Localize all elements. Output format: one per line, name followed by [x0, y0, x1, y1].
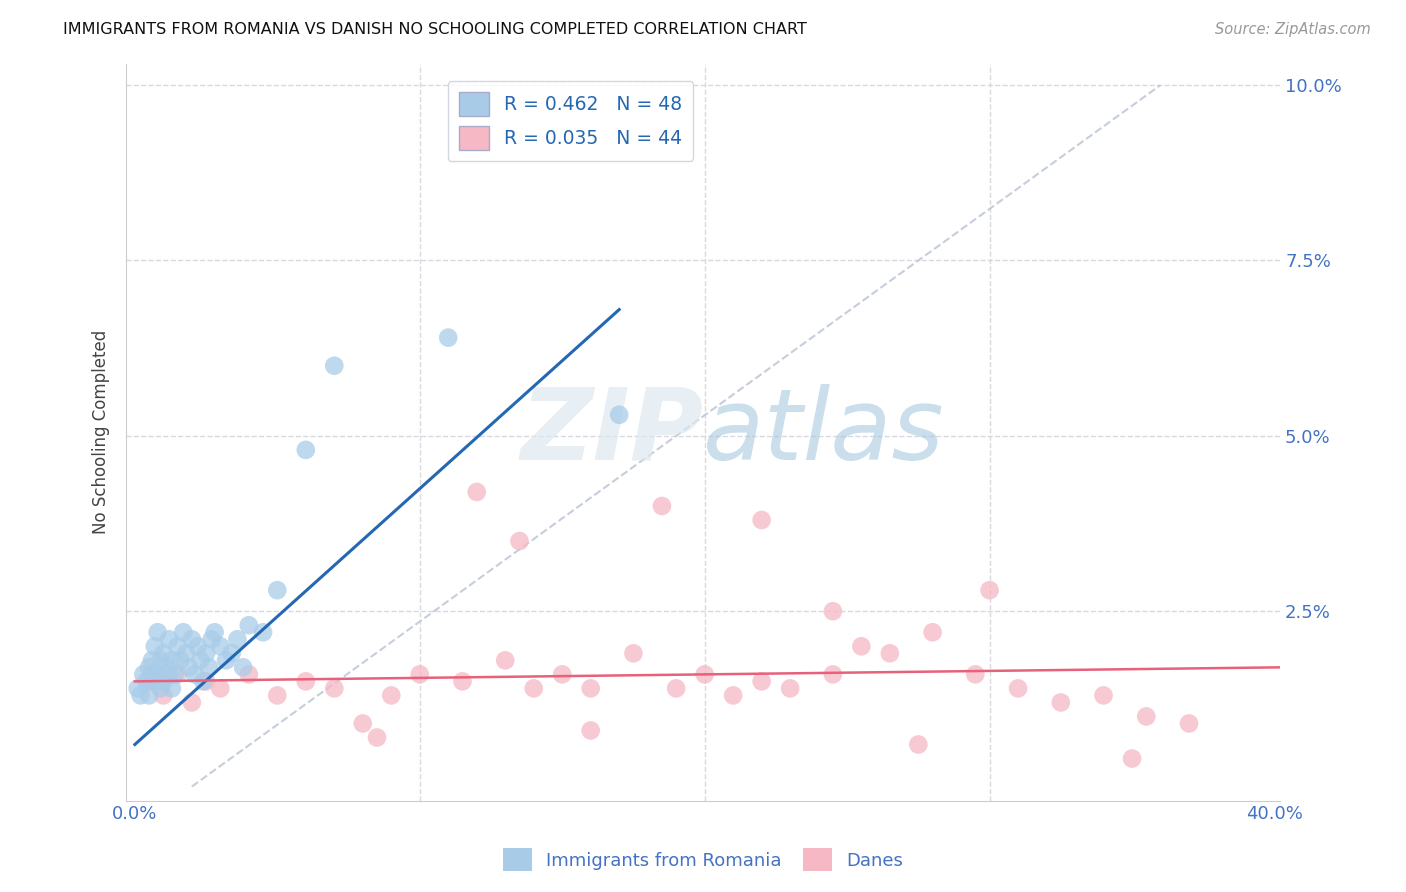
Point	[183, 667, 205, 681]
Point	[166, 640, 188, 654]
Point	[149, 653, 172, 667]
Point	[138, 674, 160, 689]
Point	[366, 731, 388, 745]
Point	[152, 674, 174, 689]
Point	[143, 674, 166, 689]
Point	[152, 689, 174, 703]
Point	[138, 660, 160, 674]
Point	[198, 660, 221, 674]
Point	[129, 689, 152, 703]
Point	[195, 674, 218, 689]
Point	[907, 738, 929, 752]
Point	[437, 331, 460, 345]
Point	[1121, 751, 1143, 765]
Point	[579, 681, 602, 696]
Point	[226, 632, 249, 647]
Point	[921, 625, 943, 640]
Point	[1178, 716, 1201, 731]
Point	[169, 653, 191, 667]
Point	[821, 667, 844, 681]
Point	[209, 640, 232, 654]
Point	[177, 660, 200, 674]
Point	[693, 667, 716, 681]
Y-axis label: No Schooling Completed: No Schooling Completed	[93, 330, 110, 534]
Point	[779, 681, 801, 696]
Point	[135, 674, 157, 689]
Point	[579, 723, 602, 738]
Point	[155, 660, 177, 674]
Point	[163, 667, 186, 681]
Text: Source: ZipAtlas.com: Source: ZipAtlas.com	[1215, 22, 1371, 37]
Point	[215, 653, 238, 667]
Point	[201, 632, 224, 647]
Point	[380, 689, 402, 703]
Point	[166, 667, 188, 681]
Point	[508, 534, 530, 549]
Point	[238, 667, 260, 681]
Point	[204, 625, 226, 640]
Point	[232, 660, 254, 674]
Point	[1092, 689, 1115, 703]
Point	[186, 640, 208, 654]
Point	[751, 513, 773, 527]
Point	[152, 646, 174, 660]
Text: IMMIGRANTS FROM ROMANIA VS DANISH NO SCHOOLING COMPLETED CORRELATION CHART: IMMIGRANTS FROM ROMANIA VS DANISH NO SCH…	[63, 22, 807, 37]
Point	[157, 667, 180, 681]
Point	[160, 681, 183, 696]
Legend: R = 0.462   N = 48, R = 0.035   N = 44: R = 0.462 N = 48, R = 0.035 N = 44	[447, 81, 693, 161]
Point	[132, 667, 155, 681]
Point	[879, 646, 901, 660]
Point	[352, 716, 374, 731]
Point	[221, 646, 243, 660]
Point	[851, 640, 873, 654]
Point	[195, 646, 218, 660]
Point	[323, 681, 346, 696]
Point	[180, 632, 202, 647]
Point	[209, 681, 232, 696]
Point	[266, 689, 288, 703]
Point	[551, 667, 574, 681]
Point	[141, 667, 163, 681]
Point	[160, 653, 183, 667]
Point	[157, 632, 180, 647]
Point	[665, 681, 688, 696]
Point	[127, 681, 149, 696]
Point	[965, 667, 987, 681]
Point	[465, 485, 488, 500]
Point	[190, 653, 212, 667]
Point	[238, 618, 260, 632]
Point	[266, 583, 288, 598]
Point	[174, 646, 197, 660]
Point	[409, 667, 432, 681]
Point	[821, 604, 844, 618]
Point	[1049, 695, 1071, 709]
Text: ZIP: ZIP	[520, 384, 703, 481]
Point	[141, 653, 163, 667]
Point	[523, 681, 546, 696]
Point	[1007, 681, 1029, 696]
Point	[323, 359, 346, 373]
Point	[172, 625, 194, 640]
Point	[252, 625, 274, 640]
Point	[193, 674, 215, 689]
Point	[180, 695, 202, 709]
Legend: Immigrants from Romania, Danes: Immigrants from Romania, Danes	[495, 841, 911, 879]
Point	[451, 674, 474, 689]
Point	[294, 674, 316, 689]
Point	[721, 689, 744, 703]
Text: atlas: atlas	[703, 384, 945, 481]
Point	[751, 674, 773, 689]
Point	[143, 640, 166, 654]
Point	[979, 583, 1001, 598]
Point	[138, 689, 160, 703]
Point	[607, 408, 630, 422]
Point	[146, 625, 169, 640]
Point	[1135, 709, 1157, 723]
Point	[651, 499, 673, 513]
Point	[146, 667, 169, 681]
Point	[623, 646, 645, 660]
Point	[494, 653, 516, 667]
Point	[294, 442, 316, 457]
Point	[149, 681, 172, 696]
